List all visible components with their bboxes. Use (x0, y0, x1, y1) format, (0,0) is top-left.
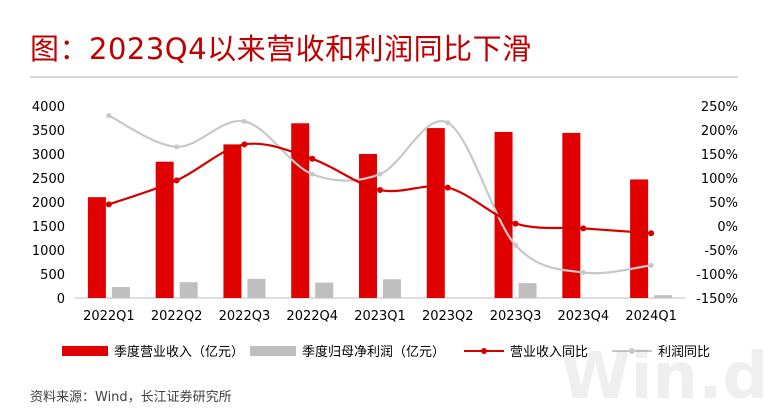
y-right-tick-label: -50% (704, 244, 738, 259)
legend-swatch (250, 346, 296, 356)
y-right-tick-label: 50% (709, 196, 738, 211)
legend-label: 利润同比 (658, 345, 710, 360)
revenue-bar (562, 132, 581, 298)
y-right-tick-label: 100% (701, 172, 738, 187)
revenue-yoy-point (173, 177, 180, 184)
revenue-bar (426, 128, 445, 298)
revenue-bar (359, 154, 377, 298)
revenue-bar (87, 197, 106, 298)
x-tick-label: 2022Q3 (219, 309, 271, 324)
legend-label: 季度营业收入（亿元） (114, 344, 244, 360)
profit-bar (654, 295, 673, 298)
profit-yoy-point (445, 120, 451, 126)
page-title: 图：2023Q4以来营收和利润同比下滑 (30, 32, 532, 66)
revenue-yoy-point (512, 220, 519, 227)
legend-label: 季度归母净利润（亿元） (302, 344, 445, 360)
profit-yoy-point (174, 144, 180, 150)
revenue-yoy-point (648, 230, 655, 237)
revenue-yoy-point (580, 225, 587, 232)
revenue-bar (223, 144, 242, 298)
title-divider (30, 76, 738, 78)
profit-yoy-point (241, 118, 247, 124)
profit-yoy-point (513, 242, 519, 248)
revenue-bar (291, 123, 310, 298)
x-tick-label: 2023Q1 (354, 309, 406, 324)
revenue-bar (155, 161, 174, 298)
legend-swatch (62, 346, 108, 356)
y-left-tick-label: 4000 (32, 100, 65, 115)
x-tick-label: 2023Q3 (490, 309, 542, 324)
profit-bar (247, 278, 266, 298)
legend-marker (629, 348, 635, 354)
x-tick-label: 2022Q4 (286, 309, 338, 324)
legend-marker (481, 348, 487, 354)
revenue-yoy-point (241, 141, 248, 148)
revenue-yoy-point (105, 201, 112, 208)
source-note: 资料来源：Wind，长江证券研究所 (30, 390, 232, 405)
y-right-tick-label: -150% (696, 292, 738, 307)
y-left-tick-label: 3500 (32, 124, 65, 139)
watermark-logo: Win.d (560, 340, 768, 414)
y-right-tick-label: -100% (696, 268, 738, 283)
profit-yoy-point (106, 113, 112, 119)
profit-yoy-line (108, 114, 652, 275)
revenue-bar (630, 179, 649, 298)
y-left-tick-label: 2500 (32, 172, 65, 187)
revenue-yoy-point (309, 155, 316, 162)
y-left-tick-label: 500 (40, 268, 65, 283)
revenue-bar (494, 131, 513, 298)
y-left-tick-label: 0 (57, 292, 65, 307)
y-right-tick-label: 250% (701, 100, 738, 115)
y-left-tick-label: 2000 (32, 196, 65, 211)
profit-yoy-point (377, 171, 383, 177)
profit-yoy-point (580, 270, 586, 276)
legend-label: 营业收入同比 (510, 345, 588, 360)
profit-yoy-point (309, 171, 315, 177)
x-tick-label: 2023Q4 (558, 309, 610, 324)
y-left-tick-label: 3000 (32, 148, 65, 163)
y-right-tick-label: 150% (701, 148, 738, 163)
profit-bar (179, 282, 198, 298)
profit-bar (518, 283, 537, 298)
x-tick-label: 2022Q2 (151, 309, 203, 324)
x-tick-label: 2024Q1 (625, 309, 677, 324)
x-tick-label: 2022Q1 (83, 309, 135, 324)
profit-bar (315, 282, 334, 298)
profit-bar (383, 279, 401, 298)
profit-bar (111, 286, 130, 298)
revenue-yoy-point (444, 184, 451, 191)
y-right-tick-label: 200% (701, 124, 738, 139)
y-right-tick-label: 0% (717, 220, 738, 235)
y-left-tick-label: 1500 (32, 220, 65, 235)
profit-yoy-point (648, 262, 654, 268)
y-left-tick-label: 1000 (32, 244, 65, 259)
x-tick-label: 2023Q2 (422, 309, 474, 324)
revenue-yoy-point (377, 187, 383, 193)
